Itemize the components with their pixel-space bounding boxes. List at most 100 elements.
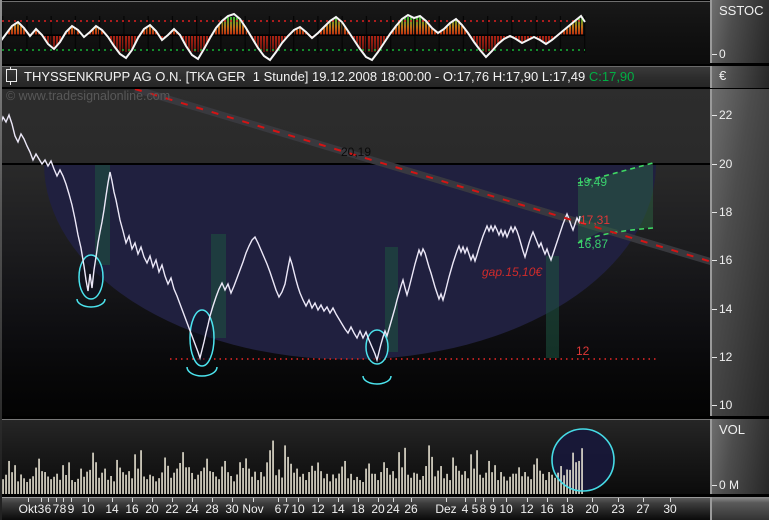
x-tick-label: 5 xyxy=(471,502,479,516)
sstoc-axis-section[interactable]: SSTOC 0 xyxy=(710,0,769,63)
cup-pattern-shape xyxy=(44,164,656,360)
price-panel[interactable]: © www.tradesignalonline.com 20,19 19,49 … xyxy=(0,89,710,416)
x-tick-label: Dez xyxy=(435,502,457,516)
x-tick-mark xyxy=(643,498,644,502)
x-tick-label: 12 xyxy=(520,502,534,516)
price-canvas[interactable] xyxy=(0,89,710,416)
tick-dash xyxy=(712,164,717,166)
x-tick-mark xyxy=(71,498,72,502)
price-tick-label: 22 xyxy=(719,108,733,122)
price-tick: 16 xyxy=(712,254,732,267)
x-tick-label: 9 xyxy=(489,502,497,516)
price-tick-label: 20 xyxy=(719,157,733,171)
x-tick-mark xyxy=(493,498,494,502)
x-tick-label: 28 xyxy=(205,502,219,516)
x-tick-label: 24 xyxy=(386,502,400,516)
tick-dash xyxy=(712,54,717,56)
x-tick-label: 18 xyxy=(560,502,574,516)
sstoc-zero-tick: 0 xyxy=(719,47,726,61)
x-tick-mark xyxy=(253,498,254,502)
x-tick-label: 14 xyxy=(331,502,345,516)
price-tick: 20 xyxy=(712,158,732,171)
price-axis-section[interactable]: 22 20 18 16 14 12 10 xyxy=(710,89,769,416)
x-tick-label: 10 xyxy=(81,502,95,516)
x-tick-label: 22 xyxy=(165,502,179,516)
x-tick-label: Nov xyxy=(242,502,264,516)
x-tick-mark xyxy=(41,498,42,502)
x-tick-mark xyxy=(592,498,593,502)
x-tick-label: 18 xyxy=(351,502,365,516)
currency-axis-section[interactable]: € xyxy=(710,66,769,88)
symbol-title: THYSSENKRUPP AG O.N. [TKA GER 1 Stunde] … xyxy=(24,69,589,84)
x-tick-mark xyxy=(411,498,412,502)
tick-dash xyxy=(712,357,717,359)
trendline-dashed xyxy=(134,89,710,263)
x-tick-label: 14 xyxy=(105,502,119,516)
trendline-touch-label: 20,19 xyxy=(341,145,372,159)
x-tick-mark xyxy=(567,498,568,502)
x-tick-mark xyxy=(112,498,113,502)
trendline-value-label: 17,31 xyxy=(580,213,611,227)
x-tick-mark xyxy=(338,498,339,502)
stochastic-canvas[interactable] xyxy=(0,2,710,64)
volume-bars xyxy=(2,440,583,494)
price-tick-label: 10 xyxy=(719,398,733,412)
x-tick-label: 24 xyxy=(185,502,199,516)
price-tick-label: 14 xyxy=(719,302,733,316)
x-tick-mark xyxy=(475,498,476,502)
x-tick-mark xyxy=(88,498,89,502)
x-tick-label: 20 xyxy=(371,502,385,516)
x-tick-label: 6 xyxy=(44,502,52,516)
projection-low-label: 16,87 xyxy=(578,237,609,251)
stochastic-histogram xyxy=(2,17,583,52)
breakout-circle xyxy=(551,428,615,492)
x-tick-label: 30 xyxy=(663,502,677,516)
x-tick-mark xyxy=(483,498,484,502)
x-tick-mark xyxy=(212,498,213,502)
x-tick-mark xyxy=(465,498,466,502)
x-tick-mark xyxy=(527,498,528,502)
x-tick-mark xyxy=(446,498,447,502)
price-tick-label: 16 xyxy=(719,253,733,267)
x-tick-label: 7 xyxy=(52,502,60,516)
x-tick-label: 16 xyxy=(125,502,139,516)
x-tick-label: 3 xyxy=(37,502,45,516)
x-tick-label: 10 xyxy=(499,502,513,516)
window-left-border xyxy=(0,0,2,520)
x-tick-label: 6 xyxy=(274,502,282,516)
candlestick-icon xyxy=(6,67,17,85)
tick-dash xyxy=(712,405,717,407)
x-tick-label: 20 xyxy=(145,502,159,516)
x-tick-label: 16 xyxy=(540,502,554,516)
x-tick-mark xyxy=(618,498,619,502)
price-tick: 12 xyxy=(712,351,732,364)
time-axis[interactable]: Okt 3 6 7 8 9 10 14 16 20 22 24 28 30 Nov 6 7 10 12 14 18 20 2… xyxy=(0,497,710,520)
x-tick-label: 20 xyxy=(585,502,599,516)
x-tick-mark xyxy=(132,498,133,502)
close-value: C:17,90 xyxy=(588,69,635,84)
volume-panel[interactable] xyxy=(0,419,710,494)
signal-boxes xyxy=(95,164,559,358)
x-tick-mark xyxy=(298,498,299,502)
x-tick-label: 7 xyxy=(282,502,290,516)
x-tick-label: 23 xyxy=(611,502,625,516)
gap-label: gap.15,10€ xyxy=(482,265,543,279)
x-tick-mark xyxy=(506,498,507,502)
x-tick-mark xyxy=(547,498,548,502)
volume-canvas[interactable] xyxy=(0,420,710,494)
price-tick: 10 xyxy=(712,399,732,412)
x-tick-mark xyxy=(192,498,193,502)
tick-dash xyxy=(712,485,717,487)
x-tick-label: 30 xyxy=(225,502,239,516)
stochastic-panel[interactable] xyxy=(0,1,710,64)
x-tick-mark xyxy=(172,498,173,502)
price-tick: 22 xyxy=(712,109,732,122)
x-tick-mark xyxy=(232,498,233,502)
volume-axis-section[interactable]: VOL 0 M xyxy=(710,419,769,494)
x-tick-label: 12 xyxy=(311,502,325,516)
chart-title-bar[interactable]: THYSSENKRUPP AG O.N. [TKA GER 1 Stunde] … xyxy=(0,66,710,88)
x-tick-mark xyxy=(152,498,153,502)
price-tick: 18 xyxy=(712,206,732,219)
value-axis-column[interactable]: SSTOC 0 € 22 20 18 16 14 12 10 VOL 0 M xyxy=(710,0,769,520)
